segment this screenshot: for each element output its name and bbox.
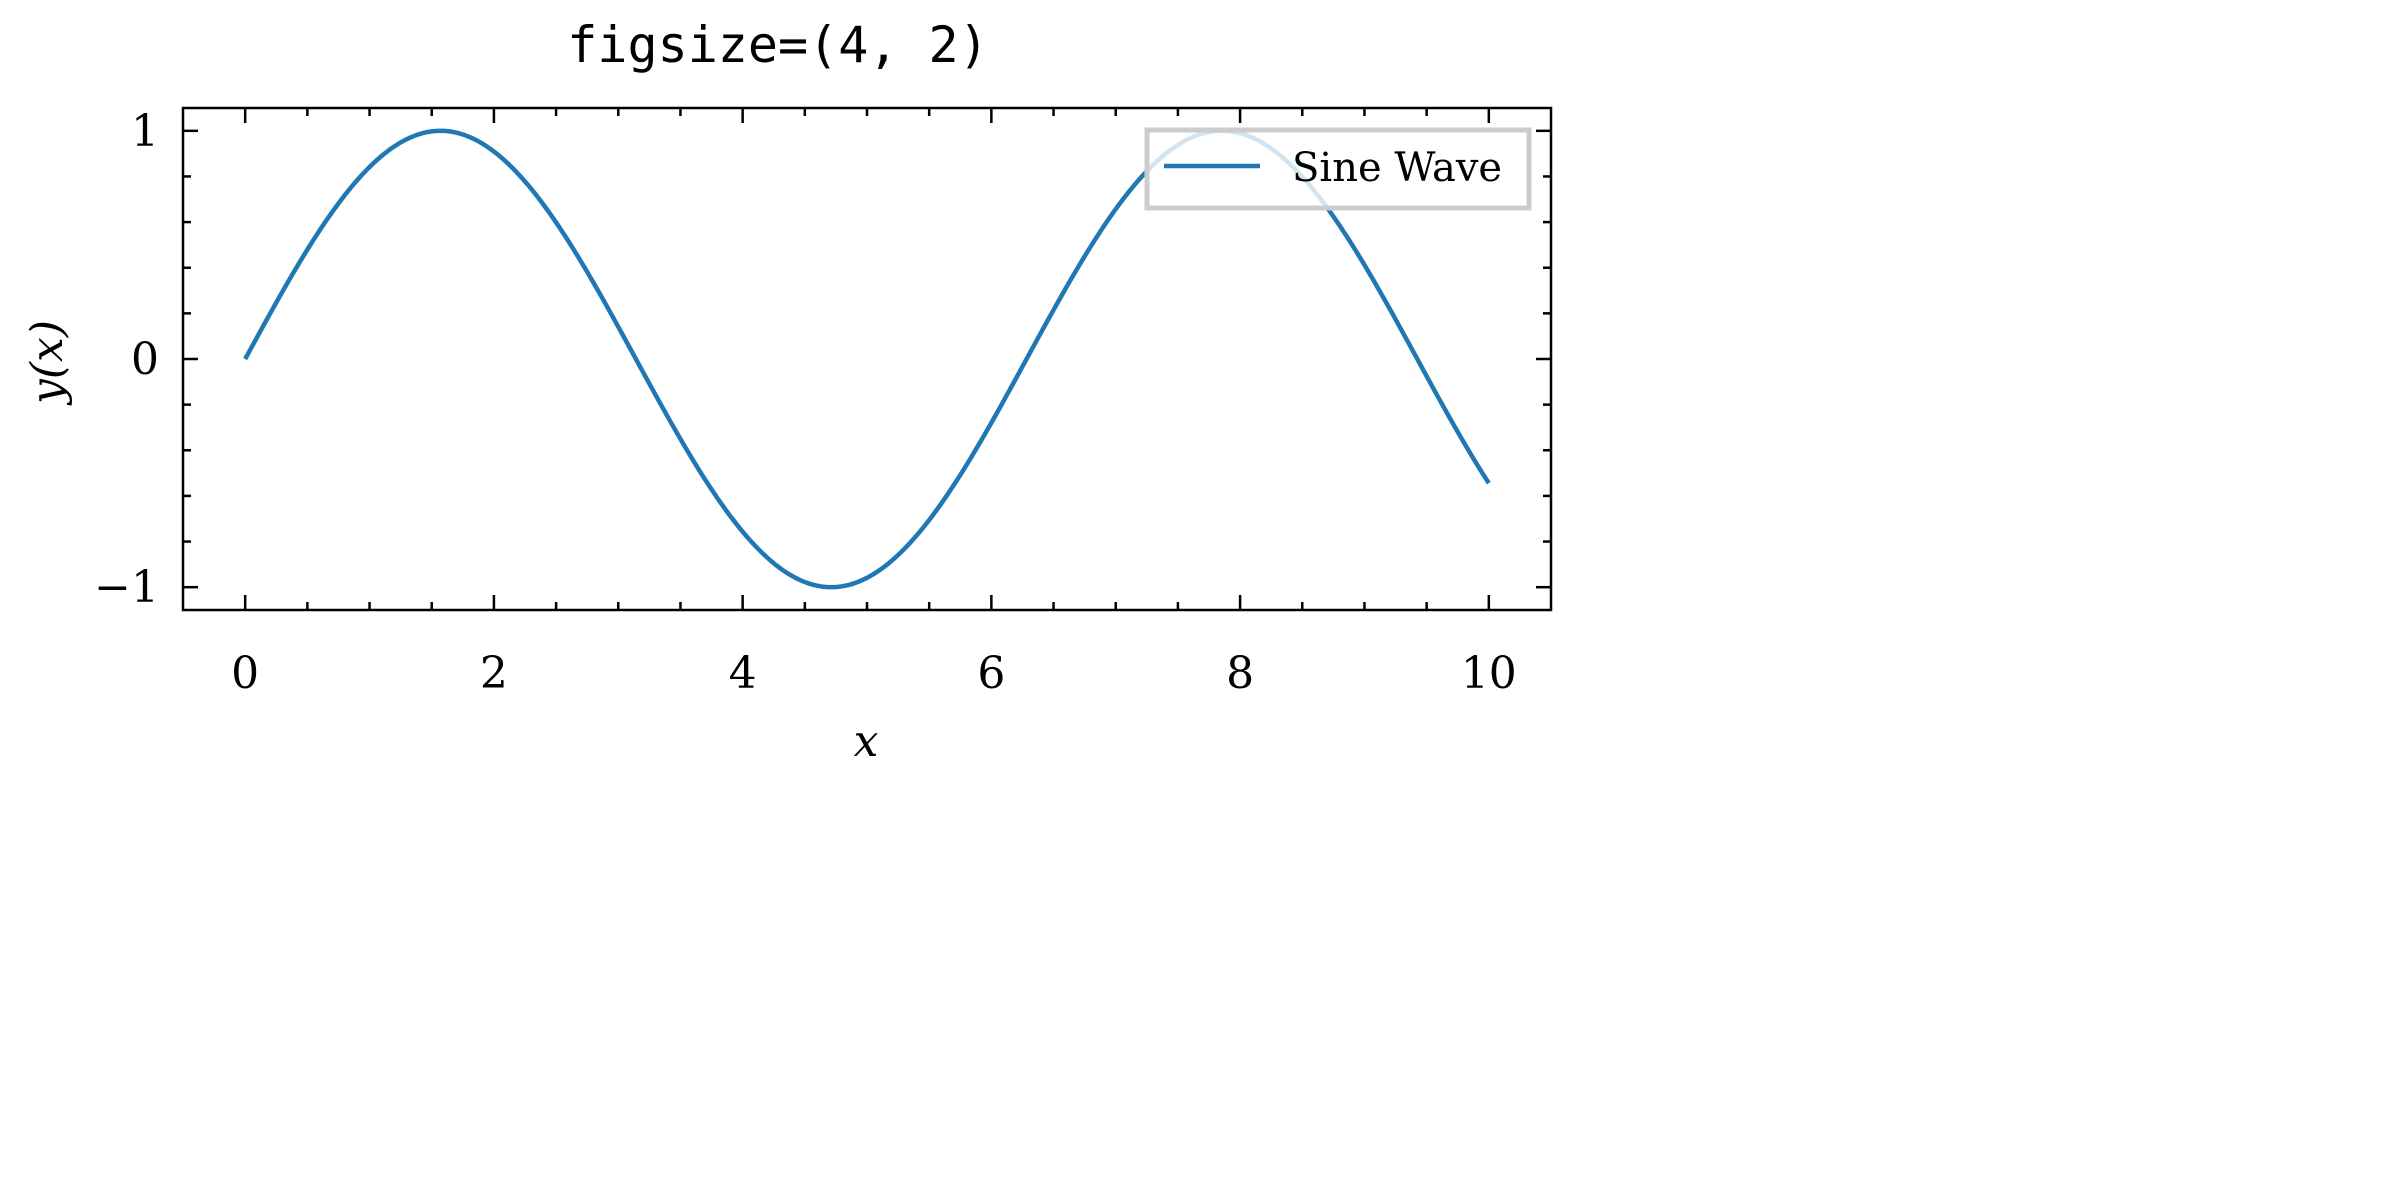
chart: figsize=(4, 2) 0 2 4 6 8 10 −1 0 1 x y(x) Sine W… bbox=[22, 16, 1553, 767]
plot-frame bbox=[181, 106, 1553, 612]
x-tick-label: 8 bbox=[1226, 648, 1254, 699]
x-tick-label: 2 bbox=[480, 648, 508, 699]
y-tick-label: 1 bbox=[131, 106, 159, 157]
x-tick-label: 6 bbox=[977, 648, 1005, 699]
x-tick-label: 0 bbox=[231, 648, 259, 699]
legend-label: Sine Wave bbox=[1292, 145, 1502, 191]
legend-box bbox=[1144, 127, 1532, 211]
y-axis-label: y(x) bbox=[22, 320, 73, 406]
ticks-layer bbox=[183, 108, 1551, 610]
x-tick-label: 4 bbox=[729, 648, 757, 699]
x-axis-label: x bbox=[854, 716, 879, 767]
y-tick-label: −1 bbox=[94, 562, 159, 613]
tick-labels-layer: 0 2 4 6 8 10 −1 0 1 bbox=[94, 106, 1517, 699]
x-tick-label: 10 bbox=[1461, 648, 1517, 699]
chart-title: figsize=(4, 2) bbox=[567, 16, 988, 74]
legend: Sine Wave bbox=[1144, 127, 1532, 211]
y-tick-label: 0 bbox=[131, 334, 159, 385]
